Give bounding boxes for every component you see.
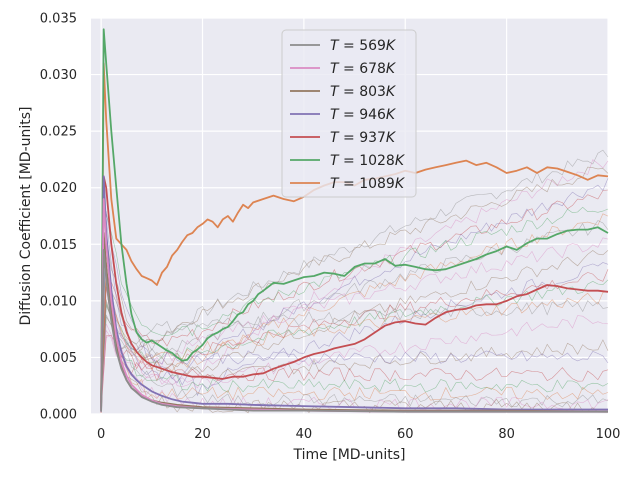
series-line xyxy=(100,175,609,409)
background-trace xyxy=(100,286,609,406)
background-trace xyxy=(100,211,609,410)
y-tick-label: 0.015 xyxy=(40,238,77,253)
series-lines xyxy=(100,28,609,413)
background-trace xyxy=(100,237,609,407)
series-line xyxy=(100,175,608,411)
y-tick-label: 0.005 xyxy=(40,351,77,366)
legend-label: T = 1089K xyxy=(330,176,406,192)
y-tick-label: 0.035 xyxy=(40,12,77,27)
legend-box xyxy=(281,29,417,198)
background-trace xyxy=(100,166,609,406)
x-tick-labels: 0 20 40 60 80 100 xyxy=(97,427,620,442)
legend-label: T = 937K xyxy=(330,130,397,146)
legend: T = 569K T = 678K T = 803K T = 946K T = 937K… xyxy=(281,29,417,198)
background-trace xyxy=(100,287,609,413)
y-axis-label: Diffusion Coefficient [MD-units] xyxy=(18,106,34,325)
background-trace xyxy=(100,269,609,406)
x-tick-label: 0 xyxy=(97,427,105,442)
x-axis-label: Time [MD-units] xyxy=(293,447,406,463)
series-line xyxy=(100,28,609,409)
background-trace xyxy=(100,269,609,413)
x-tick-label: 40 xyxy=(296,427,313,442)
series-line xyxy=(100,248,608,413)
background-trace xyxy=(100,206,609,408)
x-tick-label: 100 xyxy=(596,427,621,442)
series-line xyxy=(100,62,609,405)
legend-label: T = 569K xyxy=(330,38,397,54)
y-tick-label: 0.000 xyxy=(40,408,77,423)
x-tick-label: 60 xyxy=(397,427,414,442)
background-trace xyxy=(100,178,609,411)
background-traces xyxy=(100,149,609,414)
background-trace xyxy=(100,300,609,407)
y-tick-label: 0.020 xyxy=(40,181,77,196)
y-tick-labels: 0.000 0.005 0.010 0.015 0.020 0.025 0.030 0.035 xyxy=(40,12,77,423)
background-trace xyxy=(100,305,609,408)
legend-label: T = 678K xyxy=(330,61,397,77)
background-trace xyxy=(100,303,609,405)
background-trace xyxy=(100,159,609,406)
legend-label: T = 803K xyxy=(330,84,397,100)
x-tick-label: 20 xyxy=(194,427,211,442)
background-trace xyxy=(100,149,609,412)
y-tick-label: 0.030 xyxy=(40,68,77,83)
x-tick-label: 80 xyxy=(498,427,515,442)
background-trace xyxy=(100,271,609,413)
legend-label: T = 1028K xyxy=(330,153,406,169)
legend-label: T = 946K xyxy=(330,107,397,123)
y-tick-label: 0.025 xyxy=(40,125,77,140)
y-tick-label: 0.010 xyxy=(40,294,77,309)
background-trace xyxy=(100,213,609,413)
background-trace xyxy=(100,218,609,413)
